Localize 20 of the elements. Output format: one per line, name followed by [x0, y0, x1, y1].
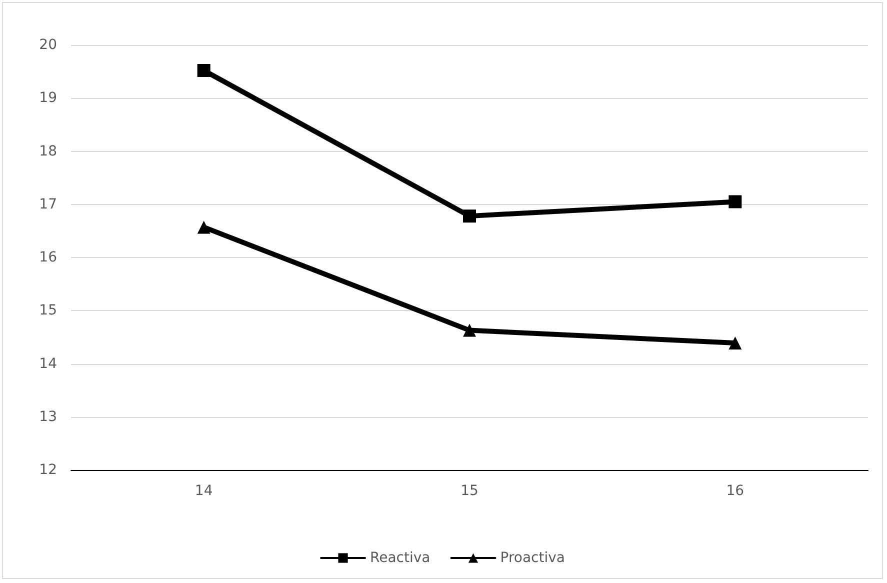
- point: [728, 195, 742, 208]
- legend-label: Reactiva: [370, 550, 430, 566]
- y-tick-label: 17: [39, 196, 57, 212]
- point: [197, 64, 210, 77]
- point: [463, 210, 476, 223]
- point: [728, 336, 742, 350]
- y-tick-label: 16: [39, 250, 58, 266]
- point: [463, 324, 476, 337]
- legend-label: Proactiva: [500, 550, 565, 566]
- y-tick-label: 15: [39, 302, 57, 319]
- x-tick-label: 15: [460, 483, 478, 499]
- x-tick-label: 16: [726, 483, 744, 499]
- y-tick-label: 13: [39, 408, 57, 425]
- y-tick-label: 12: [39, 462, 57, 478]
- y-tick-label: 18: [39, 143, 57, 160]
- x-tick-label: 14: [194, 483, 213, 499]
- y-tick-label: 14: [39, 356, 58, 372]
- point: [197, 220, 210, 234]
- y-tick-label: 19: [39, 90, 57, 106]
- y-tick-label: 20: [39, 37, 57, 53]
